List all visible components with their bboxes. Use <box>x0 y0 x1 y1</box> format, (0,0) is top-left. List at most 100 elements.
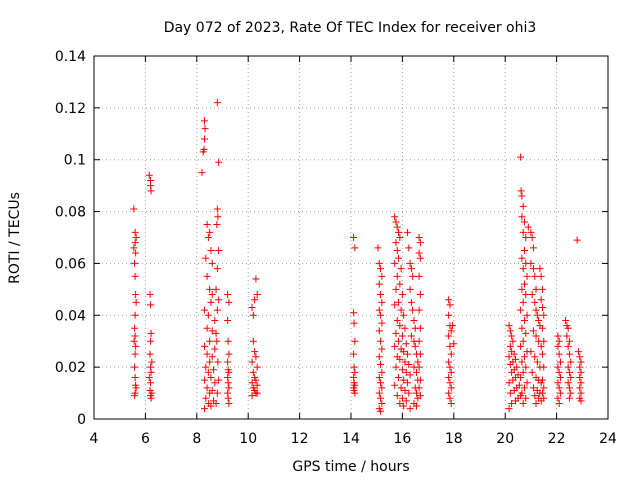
data-point <box>562 316 570 324</box>
data-point <box>214 213 222 221</box>
data-point <box>404 350 412 358</box>
data-point <box>131 311 139 319</box>
data-point <box>203 384 211 392</box>
data-point <box>225 368 233 376</box>
data-point <box>391 381 399 389</box>
data-point <box>577 379 585 387</box>
data-point <box>531 272 539 280</box>
data-point <box>506 327 514 335</box>
data-point <box>251 348 259 356</box>
data-point <box>555 350 563 358</box>
data-point <box>130 337 138 345</box>
x-axis-ticks: 4 6 8 10 12 14 16 18 20 22 24 <box>90 56 617 447</box>
x-tick-label: 20 <box>496 431 514 447</box>
data-point <box>211 345 219 353</box>
data-point <box>375 353 383 361</box>
data-point <box>131 324 139 332</box>
data-point <box>533 358 541 366</box>
data-point <box>147 394 155 402</box>
data-point <box>351 389 359 397</box>
data-point <box>555 368 563 376</box>
data-point <box>540 311 548 319</box>
data-point <box>406 371 414 379</box>
data-point <box>520 280 528 288</box>
y-axis-label: ROTI / TECUs <box>7 192 23 284</box>
data-point <box>203 221 211 229</box>
data-point <box>395 298 403 306</box>
data-point <box>400 376 408 384</box>
data-point <box>201 306 209 314</box>
data-point <box>524 223 532 231</box>
data-point <box>131 350 139 358</box>
data-point <box>529 384 537 392</box>
y-tick-label: 0.06 <box>55 256 86 272</box>
data-point <box>519 399 527 407</box>
data-point <box>555 384 563 392</box>
y-tick-label: 0.08 <box>55 205 86 221</box>
data-point <box>224 374 232 382</box>
data-point <box>147 187 155 195</box>
data-point <box>555 337 563 345</box>
data-point <box>378 345 386 353</box>
data-point <box>416 324 424 332</box>
data-point <box>350 374 358 382</box>
data-point <box>415 306 423 314</box>
data-point <box>556 374 564 382</box>
data-point <box>522 329 530 337</box>
data-point <box>377 407 385 415</box>
data-point <box>416 254 424 262</box>
data-point <box>554 332 562 340</box>
data-point <box>400 348 408 356</box>
data-point <box>377 361 385 369</box>
data-point <box>378 319 386 327</box>
data-point <box>564 342 572 350</box>
data-point <box>147 363 155 371</box>
data-point <box>405 389 413 397</box>
data-point <box>446 394 454 402</box>
data-point <box>351 368 359 376</box>
data-point <box>528 291 536 299</box>
data-point <box>131 332 139 340</box>
data-point <box>214 358 222 366</box>
data-point <box>253 381 261 389</box>
data-point <box>409 272 417 280</box>
data-point <box>351 244 359 252</box>
data-point <box>202 363 210 371</box>
data-point <box>377 337 385 345</box>
data-point <box>146 350 154 358</box>
data-point <box>147 379 155 387</box>
data-point <box>528 234 536 241</box>
data-point <box>131 374 139 382</box>
data-point <box>532 332 540 340</box>
data-point <box>393 272 401 280</box>
data-point <box>208 259 216 267</box>
data-point <box>518 358 526 366</box>
data-point <box>405 244 413 252</box>
data-point <box>204 368 212 376</box>
data-point <box>253 389 261 397</box>
data-point <box>391 259 399 267</box>
data-point <box>519 228 527 236</box>
data-point <box>564 324 572 332</box>
data-point <box>532 399 540 407</box>
data-point <box>395 228 403 236</box>
x-tick-label: 8 <box>192 431 201 447</box>
data-point <box>397 265 405 273</box>
data-point <box>253 363 261 371</box>
data-point <box>522 234 530 241</box>
data-point <box>208 291 216 299</box>
data-point <box>131 259 139 267</box>
data-point <box>396 234 404 241</box>
data-point <box>132 298 140 306</box>
data-point <box>446 379 454 387</box>
data-point <box>402 340 410 348</box>
data-point <box>505 379 513 387</box>
data-point <box>131 239 139 247</box>
data-point <box>520 218 528 226</box>
data-point <box>447 368 455 376</box>
data-point <box>398 332 406 340</box>
data-point <box>131 363 139 371</box>
data-point <box>377 265 385 273</box>
data-point <box>402 397 410 405</box>
